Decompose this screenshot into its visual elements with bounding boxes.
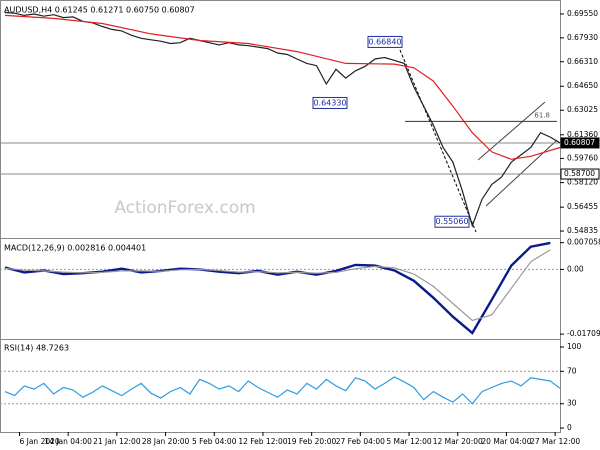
annotation-box	[434, 215, 470, 228]
x-tick-label: 27 Feb 04:00	[336, 437, 385, 446]
annotation-box	[312, 96, 348, 109]
series-line	[4, 14, 561, 160]
x-tick-label: 21 Jan 12:00	[93, 437, 141, 446]
y-tick-label: 0.56455	[567, 202, 598, 211]
x-tick-label: 12 Feb 12:00	[238, 437, 287, 446]
annotation-label: 0.55060	[435, 217, 468, 226]
y-tick-label: 0	[567, 423, 572, 432]
y-tick-label: 0.63025	[567, 105, 598, 114]
price-box	[560, 137, 600, 149]
channel-line	[477, 101, 546, 161]
watermark: ActionForex.com	[114, 198, 255, 218]
y-tick-label: 100	[567, 342, 582, 351]
annotation-label: 0.66840	[368, 37, 401, 46]
x-tick-label: 14 Jan 04:00	[44, 437, 92, 446]
x-tick-label: 19 Feb 20:00	[287, 437, 336, 446]
y-tick-label: 0.58120	[567, 178, 598, 187]
y-tick-label: 0.64650	[567, 81, 598, 90]
price-label: 0.58700	[564, 169, 595, 178]
channel-line	[485, 139, 558, 207]
x-tick-label: 12 Mar 20:00	[433, 437, 483, 446]
price-label: 0.60807	[564, 138, 595, 147]
y-tick-label: 70	[567, 366, 577, 375]
series-line	[4, 376, 561, 405]
x-tick-label: 28 Jan 20:00	[142, 437, 190, 446]
panel-title: AUDUSD,H4 0.61245 0.61271 0.60750 0.6080…	[4, 6, 195, 15]
y-tick-label: 0.59760	[567, 153, 598, 162]
annotation-box	[367, 35, 403, 48]
y-tick-label: 0.67930	[567, 33, 598, 42]
y-tick-label: 0.54835	[567, 226, 598, 235]
y-tick-label: 0.66310	[567, 57, 598, 66]
x-tick-label: 5 Feb 04:00	[192, 437, 237, 446]
y-tick-label: 0.007058	[567, 238, 600, 247]
annotation-label: 0.64330	[313, 98, 346, 107]
y-tick-label: -0.01709	[567, 329, 600, 338]
plot-frame	[0, 0, 561, 433]
y-tick-label: 0.69550	[567, 9, 598, 18]
y-tick-label: 0.61360	[567, 130, 598, 139]
panel-title: RSI(14) 48.7263	[4, 344, 69, 353]
price-box	[560, 168, 600, 180]
series-line	[4, 249, 551, 322]
x-tick-label: 27 Mar 12:00	[530, 437, 580, 446]
swing-line	[399, 49, 477, 233]
panel-title: MACD(12,26,9) 0.002816 0.004401	[4, 244, 146, 253]
series-line	[4, 11, 561, 228]
x-tick-label: 20 Mar 04:00	[481, 437, 531, 446]
fib-label: 61.8	[534, 111, 550, 119]
x-tick-label: 5 Mar 12:00	[386, 437, 432, 446]
y-tick-label: 0.00	[567, 264, 584, 273]
x-tick-label: 6 Jan 2020	[19, 437, 59, 446]
y-tick-label: 30	[567, 399, 577, 408]
